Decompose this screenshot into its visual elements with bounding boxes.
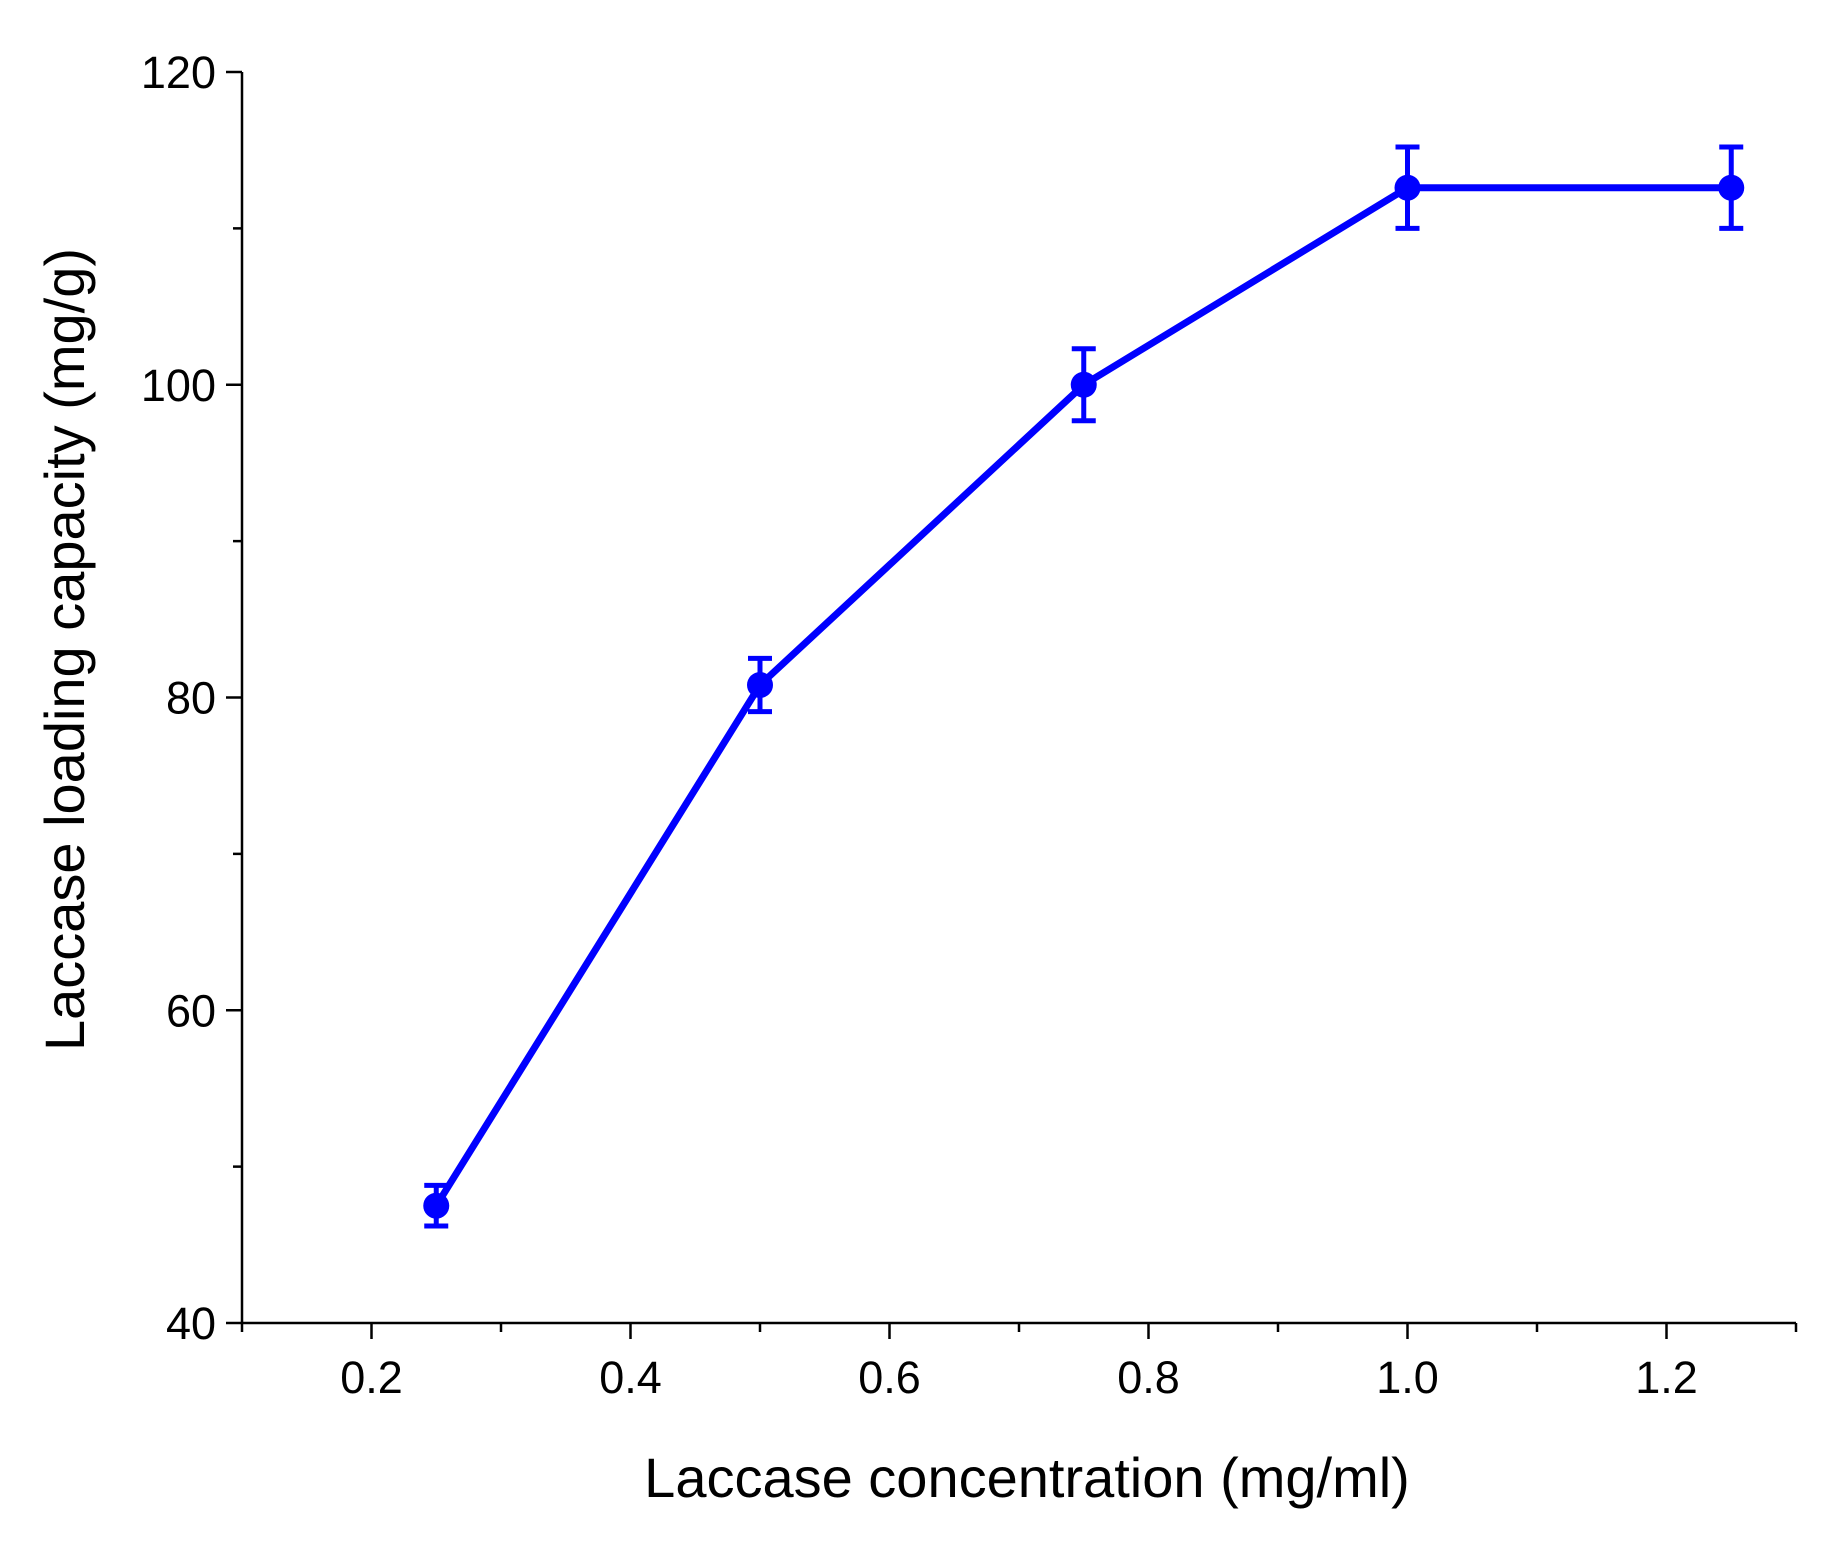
x-tick-label: 0.6 — [858, 1352, 921, 1403]
y-axis-ticks: 40 60 80 100 120 — [141, 47, 242, 1349]
x-axis-ticks: 0.2 0.4 0.6 0.8 1.0 1.2 — [240, 1323, 1798, 1403]
data-point — [1070, 371, 1097, 398]
y-tick-label: 120 — [141, 47, 216, 98]
y-tick-label: 40 — [166, 1298, 216, 1349]
x-tick-label: 0.8 — [1117, 1352, 1180, 1403]
axes — [240, 72, 1796, 1325]
x-tick-label: 1.2 — [1635, 1352, 1698, 1403]
series-line — [433, 184, 1732, 1208]
data-point — [423, 1192, 450, 1219]
x-tick-label: 0.2 — [340, 1352, 403, 1403]
data-series — [423, 144, 1745, 1229]
x-tick-label: 0.4 — [599, 1352, 662, 1403]
data-point — [1394, 174, 1421, 201]
data-point — [747, 671, 773, 698]
data-point — [1718, 174, 1745, 201]
x-tick-label: 1.0 — [1376, 1352, 1439, 1403]
y-tick-label: 80 — [166, 673, 216, 724]
y-axis-title: Laccase loading capacity (mg/g) — [33, 248, 96, 1051]
y-tick-label: 60 — [166, 985, 216, 1036]
y-tick-label: 100 — [141, 360, 216, 411]
x-axis-title: Laccase concentration (mg/ml) — [644, 1446, 1410, 1509]
